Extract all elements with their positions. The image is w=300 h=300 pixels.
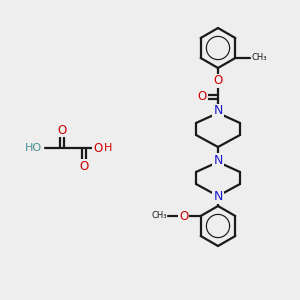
Text: O: O [80, 160, 88, 172]
Text: N: N [213, 154, 223, 166]
Text: N: N [213, 104, 223, 118]
Text: CH₃: CH₃ [251, 53, 267, 62]
Text: H: H [104, 143, 112, 153]
Text: N: N [213, 190, 223, 202]
Text: O: O [197, 91, 207, 103]
Text: HO: HO [25, 143, 42, 153]
Text: O: O [179, 209, 188, 223]
Text: O: O [57, 124, 67, 136]
Text: CH₃: CH₃ [151, 212, 167, 220]
Text: O: O [93, 142, 103, 154]
Text: O: O [213, 74, 223, 88]
